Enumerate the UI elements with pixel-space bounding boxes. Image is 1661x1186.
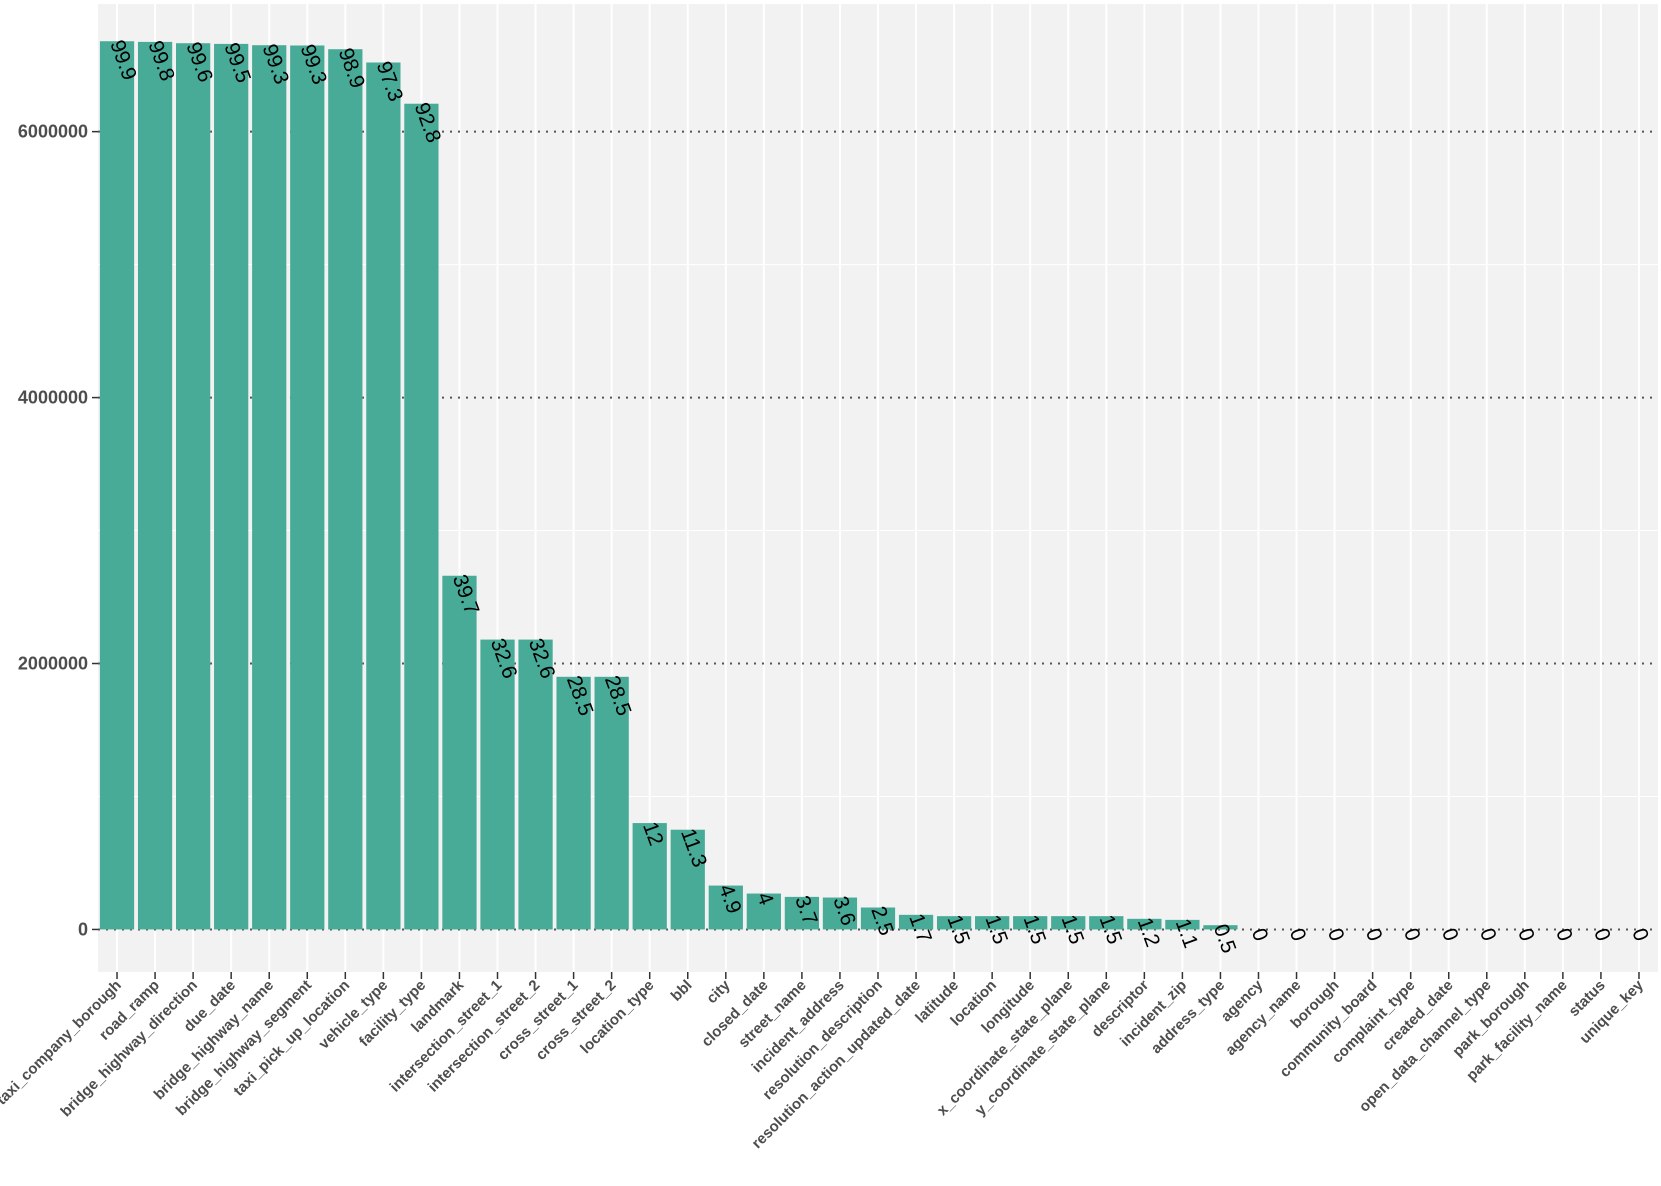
bar-bbl: [670, 829, 705, 930]
bar-intersection_street_2: [518, 639, 553, 930]
bar-city: [708, 885, 743, 930]
bar-vehicle_type: [366, 62, 401, 930]
bar-location: [975, 916, 1010, 930]
bar-longitude: [1013, 916, 1048, 930]
bar-resolution_action_updated_date: [898, 914, 934, 930]
data-labels: 99.9 99.8 99.6 99.5 99.3 99.3 98.9 97.392.839.7…: [105, 37, 1653, 956]
bar-street_name: [784, 896, 820, 930]
bar-bridge_highway_segment: [290, 45, 325, 930]
bar-bridge_highway_direction: [176, 43, 211, 930]
bar-landmark: [442, 575, 477, 930]
bar-intersection_street_1: [480, 639, 515, 930]
bar-incident_address: [822, 897, 858, 930]
bar-descriptor: [1127, 918, 1162, 930]
y-tick-label: 4000000: [18, 388, 88, 408]
bar-closed_date: [746, 893, 781, 930]
bar-road_ramp: [137, 41, 173, 930]
bar-due_date: [214, 43, 249, 930]
x-axis: taxi_company_boroughroad_rampbridge_high…: [0, 972, 1647, 1152]
bar-cross_street_2: [594, 676, 629, 930]
y-tick-label: 0: [78, 919, 88, 939]
bar-address_type: [1203, 925, 1238, 930]
y-tick-label: 2000000: [18, 654, 88, 674]
bar-x_coordinate_state_plane: [1051, 916, 1086, 930]
bar-incident_zip: [1165, 919, 1200, 930]
bar-location_type: [632, 823, 667, 930]
bar-facility_type: [404, 103, 439, 930]
y-tick-label: 6000000: [18, 122, 88, 142]
bar-resolution_description: [860, 907, 896, 930]
bar-y_coordinate_state_plane: [1089, 916, 1124, 930]
bar-cross_street_1: [556, 676, 591, 930]
y-axis: 0 2000000 4000000 6000000: [18, 122, 98, 939]
x-tick-label: city: [703, 976, 734, 1007]
bar-latitude: [936, 916, 972, 930]
bar-taxi_company_borough: [99, 41, 135, 930]
bar-bridge_highway_name: [252, 45, 287, 930]
x-tick-label: bbl: [668, 977, 696, 1005]
bar-taxi_pick_up_location: [328, 49, 363, 930]
bars: [99, 41, 1238, 930]
